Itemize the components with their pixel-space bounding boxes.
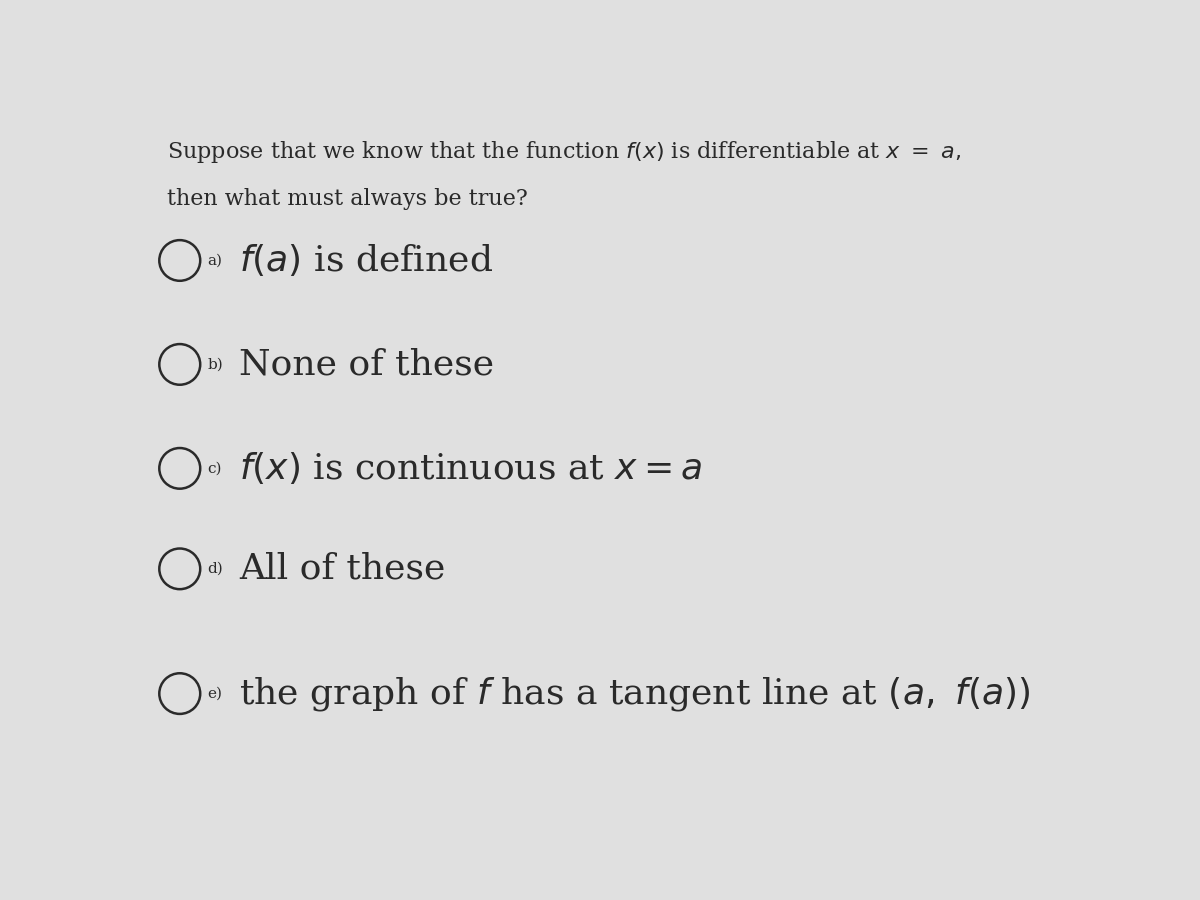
Text: All of these: All of these — [239, 552, 445, 586]
Text: Suppose that we know that the function $f(x)$ is differentiable at $x\ =\ a,$: Suppose that we know that the function $… — [167, 140, 961, 166]
Text: c): c) — [208, 462, 222, 475]
Text: None of these: None of these — [239, 347, 494, 382]
Text: d): d) — [208, 562, 223, 576]
Text: $f(a)$ is defined: $f(a)$ is defined — [239, 242, 493, 278]
Text: $f(x)$ is continuous at $x = a$: $f(x)$ is continuous at $x = a$ — [239, 450, 702, 486]
Text: a): a) — [208, 254, 223, 267]
Text: b): b) — [208, 357, 223, 372]
Text: the graph of $f$ has a tangent line at $(a,\ f(a))$: the graph of $f$ has a tangent line at $… — [239, 675, 1031, 713]
Text: e): e) — [208, 687, 223, 700]
Text: then what must always be true?: then what must always be true? — [167, 188, 528, 210]
